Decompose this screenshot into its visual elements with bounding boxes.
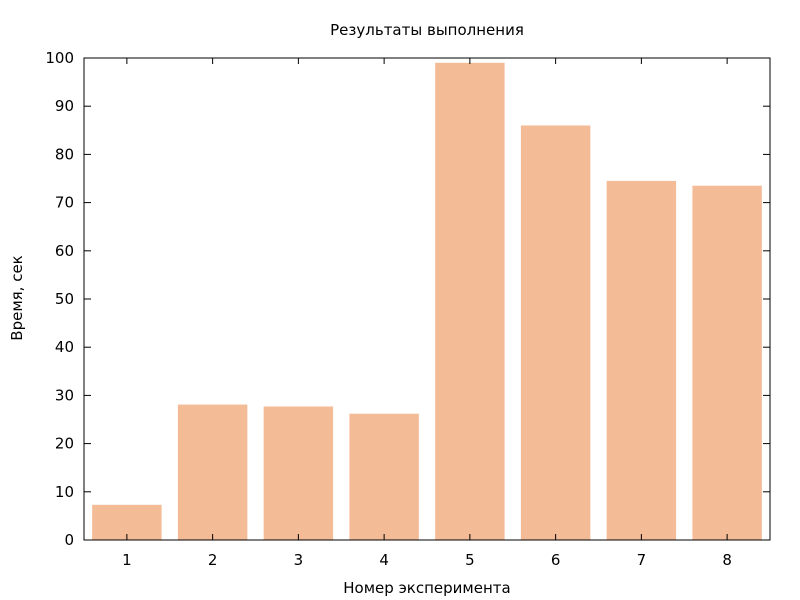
y-tick-label-60: 60 [55,242,74,260]
x-tick-label-4: 4 [379,551,389,569]
x-axis-label: Номер эксперимента [343,579,510,597]
x-tick-label-1: 1 [122,551,132,569]
bar-series [92,62,762,541]
y-axis-label: Время, сек [8,255,26,340]
bar-7 [606,180,677,540]
y-tick-label-90: 90 [55,97,74,115]
bar-3 [263,406,334,540]
chart-title: Результаты выполнения [330,21,524,39]
y-tick-label-30: 30 [55,386,74,404]
y-tick-label-20: 20 [55,435,74,453]
x-tick-label-6: 6 [551,551,561,569]
y-tick-label-10: 10 [55,483,74,501]
y-tick-label-70: 70 [55,194,74,212]
y-tick-label-100: 100 [45,49,74,67]
y-tick-label-40: 40 [55,338,74,356]
x-tick-label-8: 8 [722,551,732,569]
plot-frame [83,57,771,541]
y-tick-label-0: 0 [64,531,74,549]
bar-8 [692,185,762,541]
x-tick-label-7: 7 [637,551,647,569]
bar-6 [520,125,591,540]
bar-5 [435,62,505,540]
y-tick-label-80: 80 [55,145,74,163]
y-tick-label-50: 50 [55,290,74,308]
x-tick-label-3: 3 [294,551,304,569]
x-tick-label-5: 5 [465,551,475,569]
x-tick-label-2: 2 [208,551,218,569]
bar-2 [177,404,248,540]
bar-4 [349,413,419,540]
